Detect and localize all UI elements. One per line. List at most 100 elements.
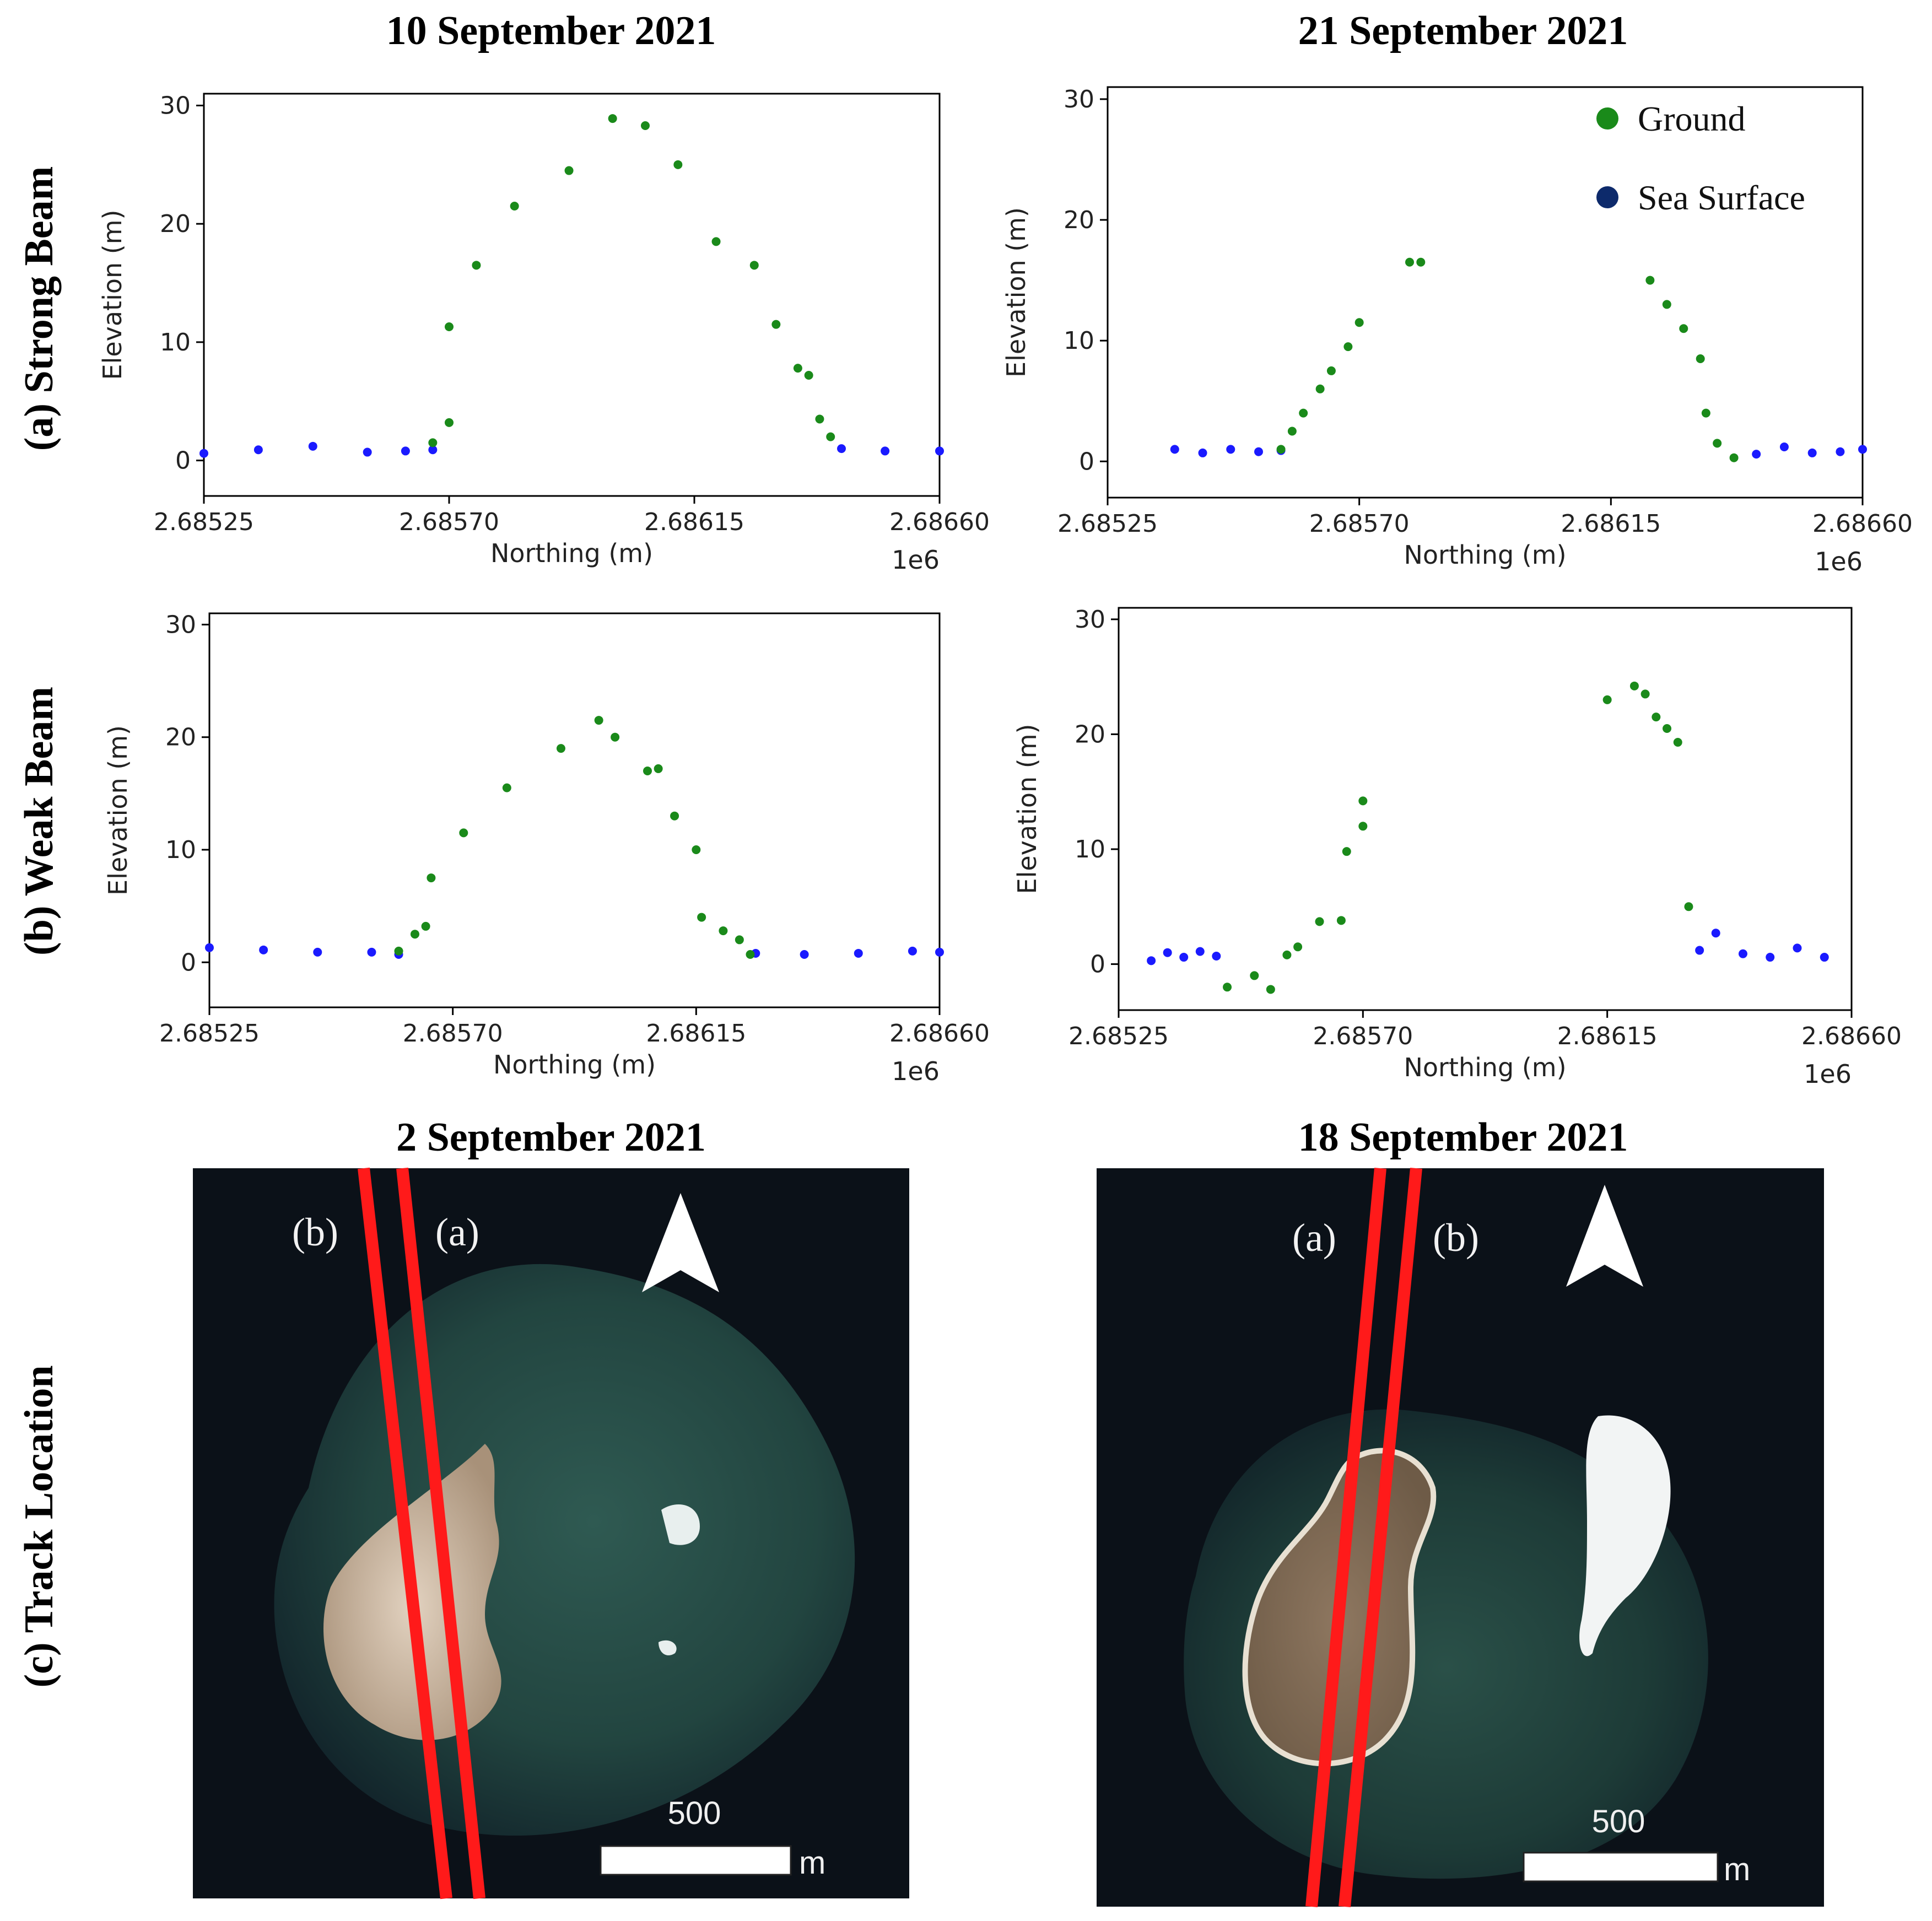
series-ground	[1276, 257, 1739, 462]
ground-point	[1293, 942, 1303, 952]
sea-point	[1820, 953, 1829, 962]
map-sep2-track-b	[358, 1167, 452, 1900]
y-tick-label: 0	[181, 948, 196, 976]
y-axis-label: Elevation (m)	[103, 725, 133, 895]
sea-point	[428, 445, 438, 455]
plot-frame	[1118, 607, 1853, 1011]
ground-point	[771, 320, 781, 329]
ground-point	[673, 160, 683, 169]
sea-point	[800, 949, 809, 959]
x-tick-label: 2.68570	[399, 508, 499, 536]
ground-point	[1358, 796, 1368, 806]
sea-point	[837, 444, 846, 454]
ground-point	[1679, 324, 1688, 333]
ground-point	[1663, 724, 1672, 733]
ground-point	[564, 166, 574, 175]
sea-point	[908, 946, 917, 956]
sea-point	[1147, 956, 1156, 965]
ground-point	[611, 732, 620, 742]
title-map-sep18: 18 September 2021	[1298, 1115, 1628, 1160]
y-axis-label: Elevation (m)	[98, 210, 127, 380]
sea-point	[881, 446, 890, 456]
y-tick-label: 0	[175, 447, 191, 475]
ground-point	[427, 873, 436, 883]
map-sep2-plume-north	[661, 1504, 700, 1545]
ground-point	[594, 716, 603, 725]
ground-point	[510, 201, 519, 211]
map-sep18-label-b: (b)	[1433, 1216, 1479, 1260]
ground-point	[1701, 408, 1710, 418]
x-tick-label: 2.68660	[889, 1019, 990, 1048]
y-tick-label: 10	[165, 836, 196, 864]
ground-point	[1336, 916, 1346, 925]
sea-point	[1226, 445, 1235, 454]
ground-point	[641, 121, 650, 130]
ground-point	[1673, 738, 1682, 747]
ground-point	[472, 261, 481, 270]
chart-strong-sep10: 2.68525 2.68570 2.68615 2.68660 0 10 20 30 North…	[98, 91, 990, 575]
ground-point	[1276, 445, 1286, 454]
ground-point	[1354, 318, 1364, 327]
title-strong-sep10: 10 September 2021	[386, 8, 716, 53]
x-offset-label: 1e6	[892, 545, 940, 575]
y-tick-label: 10	[1075, 835, 1105, 864]
ground-point	[1684, 902, 1693, 911]
ground-point	[643, 767, 652, 775]
title-strong-sep21: 21 September 2021	[1298, 8, 1628, 53]
ground-point	[445, 418, 454, 427]
map-sep2-label-b: (b)	[292, 1210, 338, 1254]
ground-point	[711, 237, 721, 246]
x-axis-label: Northing (m)	[1404, 540, 1566, 570]
series-ground	[428, 114, 835, 447]
sea-point	[1793, 943, 1802, 953]
ground-point	[749, 261, 759, 270]
ground-point	[1652, 713, 1661, 722]
ground-point	[719, 926, 728, 936]
y-axis-label: Elevation (m)	[1001, 207, 1031, 377]
x-tick-label: 2.68615	[1561, 510, 1661, 538]
map-sep2-scale-bar	[600, 1845, 792, 1876]
legend-ground-marker	[1596, 107, 1618, 129]
y-tick-label: 30	[1064, 85, 1094, 114]
ground-point	[556, 744, 565, 753]
north-arrow-icon	[1566, 1185, 1643, 1287]
y-tick-label: 30	[1075, 606, 1105, 634]
y-tick-label: 30	[165, 611, 196, 639]
sea-point	[1198, 448, 1207, 457]
plot-frame	[203, 93, 941, 497]
series-ground	[1223, 681, 1693, 994]
ground-point	[1326, 366, 1336, 375]
ground-point	[670, 811, 679, 821]
ground-point	[1315, 917, 1324, 926]
x-tick-label: 2.68570	[403, 1019, 503, 1048]
sea-point	[308, 441, 317, 451]
sea-point	[1836, 447, 1845, 456]
x-axis-label: Northing (m)	[1404, 1053, 1566, 1082]
x-tick-label: 2.68525	[1057, 510, 1158, 538]
x-tick-label: 2.68615	[646, 1019, 746, 1048]
chart-strong-sep21: 2.68525 2.68570 2.68615 2.68660 0 10 20 30 North…	[1001, 85, 1913, 576]
plot-frame	[1107, 86, 1864, 499]
sea-point	[1254, 447, 1263, 456]
x-tick-label: 2.68525	[1068, 1022, 1169, 1050]
map-sep18-label-a: (a)	[1292, 1216, 1336, 1260]
ground-point	[428, 438, 438, 447]
y-tick-label: 0	[1079, 447, 1094, 476]
x-offset-label: 1e6	[892, 1056, 940, 1086]
north-arrow-icon	[642, 1193, 719, 1292]
ground-point	[1416, 257, 1426, 267]
ground-point	[1662, 300, 1671, 309]
ground-point	[735, 935, 744, 945]
sea-point	[1179, 953, 1189, 962]
sea-point	[259, 945, 268, 954]
ground-point	[804, 371, 813, 380]
ground-point	[1342, 847, 1351, 856]
row-label-strong: (a) Strong Beam	[17, 166, 62, 451]
ground-point	[793, 364, 802, 373]
chart-weak-sep10: 2.68525 2.68570 2.68615 2.68660 0 10 20 30 North…	[103, 611, 990, 1086]
ground-point	[459, 828, 468, 838]
x-axis-label: Northing (m)	[490, 538, 653, 568]
ground-point	[1640, 689, 1650, 699]
y-tick-label: 20	[1075, 720, 1105, 748]
x-tick-label: 2.68570	[1309, 510, 1410, 538]
